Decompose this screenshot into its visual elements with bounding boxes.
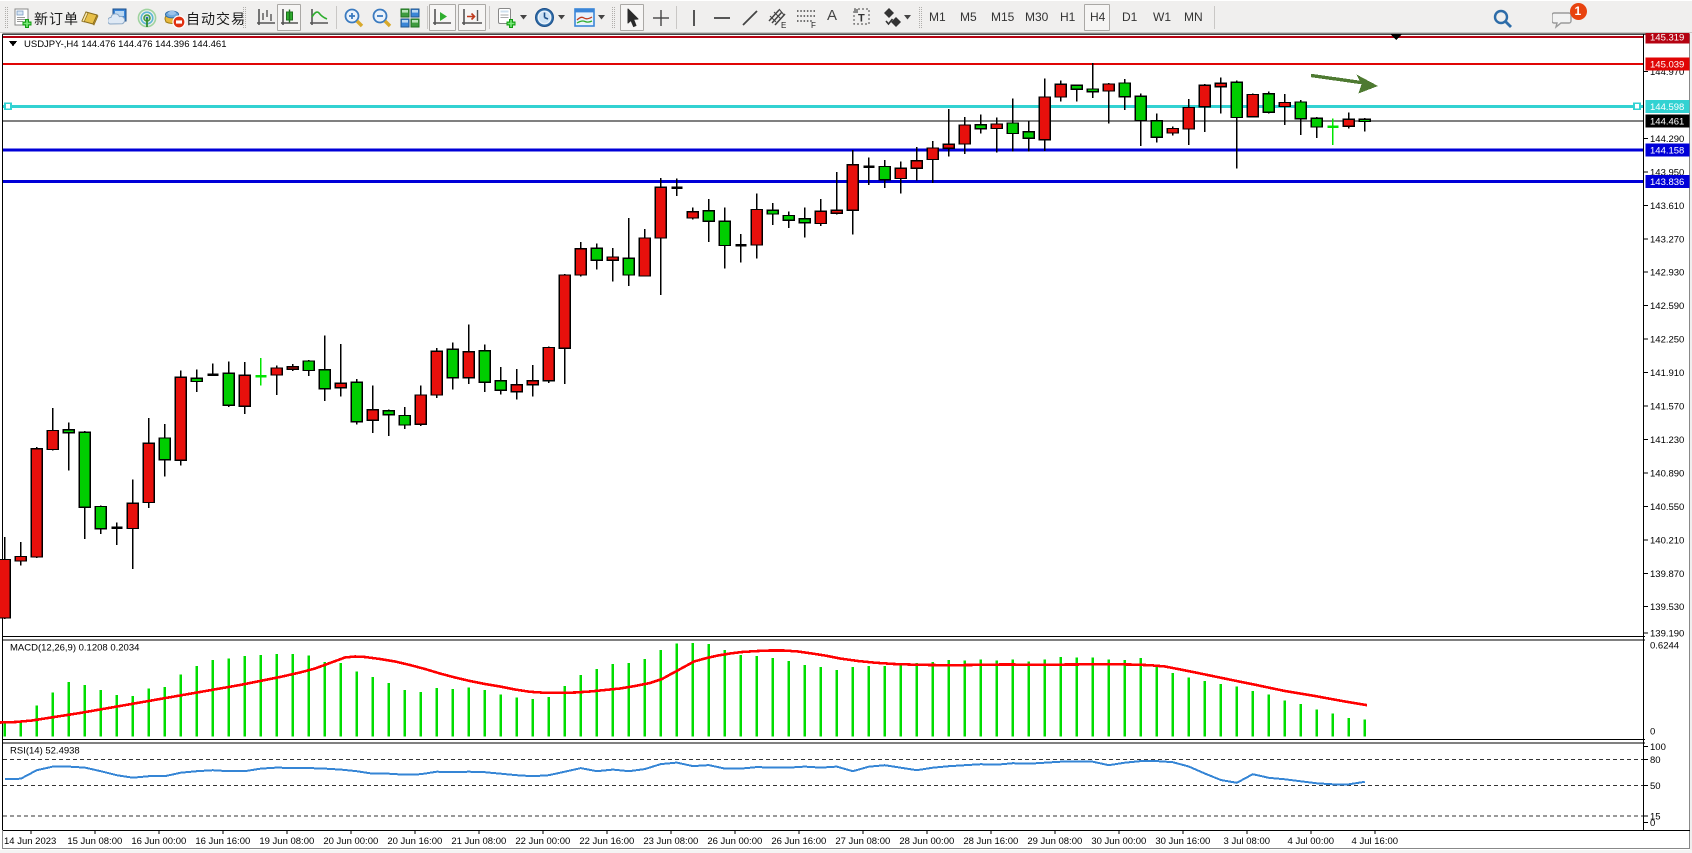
svg-text:23 Jun 08:00: 23 Jun 08:00 — [643, 836, 698, 847]
svg-text:T: T — [858, 13, 865, 25]
svg-text:50: 50 — [1650, 781, 1661, 792]
svg-text:28 Jun 00:00: 28 Jun 00:00 — [899, 836, 954, 847]
svg-text:139.530: 139.530 — [1650, 602, 1684, 613]
svg-text:22 Jun 16:00: 22 Jun 16:00 — [579, 836, 634, 847]
svg-text:139.190: 139.190 — [1650, 629, 1684, 640]
svg-text:29 Jun 08:00: 29 Jun 08:00 — [1027, 836, 1082, 847]
svg-text:E: E — [781, 21, 786, 29]
svg-text:144.290: 144.290 — [1650, 134, 1684, 145]
svg-text:0: 0 — [1650, 818, 1655, 829]
svg-text:0: 0 — [1650, 727, 1655, 738]
svg-text:144.598: 144.598 — [1650, 102, 1684, 113]
svg-text:140.210: 140.210 — [1650, 535, 1684, 546]
svg-text:140.890: 140.890 — [1650, 468, 1684, 479]
svg-text:26 Jun 16:00: 26 Jun 16:00 — [771, 836, 826, 847]
svg-text:80: 80 — [1650, 755, 1661, 766]
svg-text:142.590: 142.590 — [1650, 301, 1684, 312]
svg-text:15: 15 — [1650, 812, 1661, 823]
svg-text:22 Jun 00:00: 22 Jun 00:00 — [515, 836, 570, 847]
svg-text:20 Jun 00:00: 20 Jun 00:00 — [323, 836, 378, 847]
svg-text:20 Jun 16:00: 20 Jun 16:00 — [387, 836, 442, 847]
svg-text:142.930: 142.930 — [1650, 268, 1684, 279]
svg-text:144.158: 144.158 — [1650, 146, 1684, 157]
svg-text:15 Jun 08:00: 15 Jun 08:00 — [67, 836, 122, 847]
svg-text:144.970: 144.970 — [1650, 67, 1684, 78]
svg-text:0.6244: 0.6244 — [1650, 641, 1679, 652]
svg-text:26 Jun 00:00: 26 Jun 00:00 — [707, 836, 762, 847]
svg-text:143.950: 143.950 — [1650, 167, 1684, 178]
svg-text:RSI(14) 52.4938: RSI(14) 52.4938 — [10, 746, 80, 757]
svg-text:4 Jul 16:00: 4 Jul 16:00 — [1352, 836, 1398, 847]
svg-text:142.250: 142.250 — [1650, 335, 1684, 346]
svg-text:141.230: 141.230 — [1650, 435, 1684, 446]
svg-text:143.836: 143.836 — [1650, 177, 1684, 188]
svg-text:19 Jun 08:00: 19 Jun 08:00 — [259, 836, 314, 847]
svg-text:3 Jul 08:00: 3 Jul 08:00 — [1224, 836, 1270, 847]
svg-text:139.870: 139.870 — [1650, 569, 1684, 580]
svg-text:140.550: 140.550 — [1650, 502, 1684, 513]
svg-text:16 Jun 00:00: 16 Jun 00:00 — [131, 836, 186, 847]
svg-text:141.570: 141.570 — [1650, 402, 1684, 413]
svg-text:145.039: 145.039 — [1650, 60, 1684, 71]
svg-text:28 Jun 16:00: 28 Jun 16:00 — [963, 836, 1018, 847]
svg-text:27 Jun 08:00: 27 Jun 08:00 — [835, 836, 890, 847]
svg-text:USDJPY-,H4 144.476 144.476 14: USDJPY-,H4 144.476 144.476 144.396 144.4… — [24, 39, 226, 50]
svg-text:4 Jul 00:00: 4 Jul 00:00 — [1288, 836, 1334, 847]
svg-text:143.610: 143.610 — [1650, 201, 1684, 212]
svg-text:141.910: 141.910 — [1650, 368, 1684, 379]
svg-text:16 Jun 16:00: 16 Jun 16:00 — [195, 836, 250, 847]
svg-text:14 Jun 2023: 14 Jun 2023 — [4, 836, 56, 847]
svg-text:21 Jun 08:00: 21 Jun 08:00 — [451, 836, 506, 847]
svg-text:F: F — [811, 21, 816, 29]
svg-text:145.319: 145.319 — [1650, 33, 1684, 44]
svg-text:MACD(12,26,9) 0.1208 0.2034: MACD(12,26,9) 0.1208 0.2034 — [10, 643, 139, 654]
svg-text:100: 100 — [1650, 742, 1666, 753]
svg-text:143.270: 143.270 — [1650, 234, 1684, 245]
svg-text:30 Jun 00:00: 30 Jun 00:00 — [1091, 836, 1146, 847]
svg-text:144.461: 144.461 — [1650, 116, 1684, 127]
svg-text:30 Jun 16:00: 30 Jun 16:00 — [1155, 836, 1210, 847]
